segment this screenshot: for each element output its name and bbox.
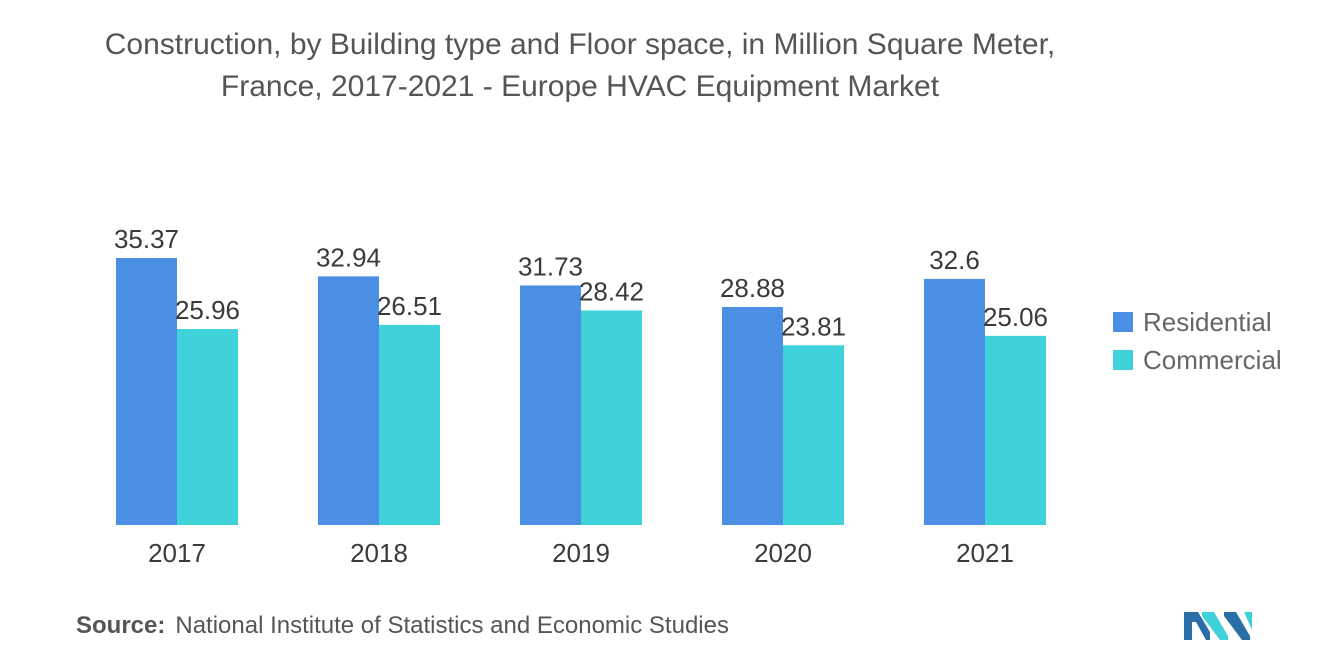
legend-swatch-residential [1113,312,1133,332]
bar-commercial-2019 [581,310,642,525]
chart-title: Construction, by Building type and Floor… [30,24,1130,108]
bar-residential-2017 [116,258,177,525]
legend-label-residential: Residential [1143,306,1272,337]
bar-residential-2021 [924,278,985,525]
mordor-intelligence-logo-icon [1184,612,1252,640]
source-text: National Institute of Statistics and Eco… [175,612,729,639]
x-tick-label-2019: 2019 [552,538,610,568]
source-label: Source: [76,612,166,639]
value-label-commercial-2018: 26.51 [377,291,442,321]
bar-commercial-2020 [783,345,844,525]
value-label-commercial-2017: 25.96 [175,295,240,325]
chart-title-line-2: France, 2017-2021 - Europe HVAC Equipmen… [220,70,940,103]
value-label-commercial-2021: 25.06 [983,302,1048,332]
bar-residential-2020 [722,306,783,525]
value-label-residential-2018: 32.94 [316,242,381,272]
value-label-residential-2019: 31.73 [518,251,583,281]
x-tick-label-2018: 2018 [350,538,408,568]
value-label-residential-2021: 32.6 [929,245,980,275]
value-label-commercial-2020: 23.81 [781,311,846,341]
x-tick-label-2017: 2017 [148,538,206,568]
chart-legend: Residential Commercial [1113,303,1282,379]
source-note: Source: National Institute of Statistics … [76,612,729,640]
bar-commercial-2018 [379,324,440,525]
legend-swatch-commercial [1113,350,1133,370]
bar-commercial-2017 [177,329,238,525]
chart-title-line-1: Construction, by Building type and Floor… [104,28,1056,61]
x-tick-label-2021: 2021 [956,538,1014,568]
bar-residential-2019 [520,285,581,525]
value-label-residential-2020: 28.88 [720,273,785,303]
x-tick-label-2020: 2020 [754,538,812,568]
bar-commercial-2021 [985,335,1046,525]
legend-item-residential: Residential [1113,303,1282,341]
legend-item-commercial: Commercial [1113,341,1282,379]
bar-residential-2018 [318,276,379,525]
value-label-residential-2017: 35.37 [114,224,179,254]
legend-label-commercial: Commercial [1143,344,1282,375]
value-label-commercial-2019: 28.42 [579,276,644,306]
